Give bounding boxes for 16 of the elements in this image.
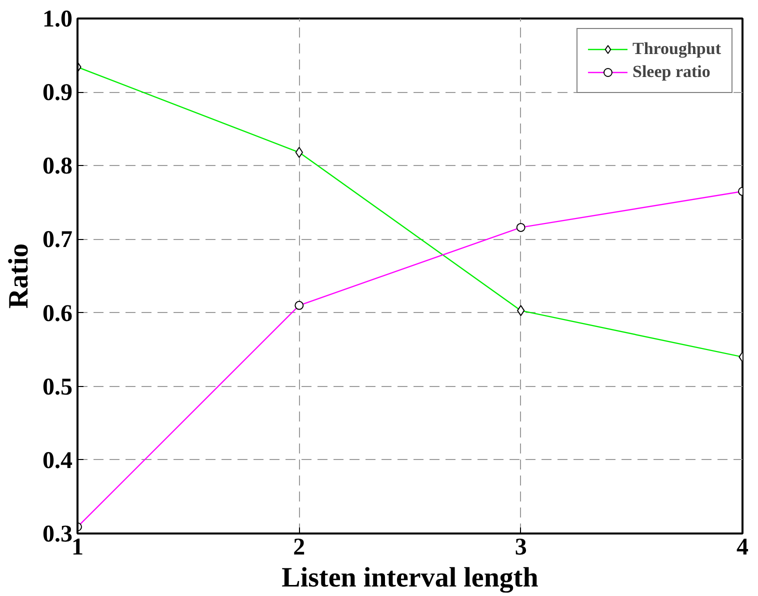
legend-label: Throughput — [632, 39, 721, 59]
x-tick-label: 2 — [293, 534, 306, 560]
y-tick-label: 0.3 — [42, 522, 72, 548]
y-tick-label: 0.9 — [42, 80, 72, 106]
x-tick-label: 3 — [514, 534, 527, 560]
x-tick-label: 4 — [736, 534, 748, 560]
y-tick-label: 0.7 — [42, 227, 72, 254]
y-tick-label: 0.8 — [42, 154, 72, 180]
legend-label: Sleep ratio — [632, 62, 710, 82]
y-tick-label: 0.4 — [42, 448, 72, 474]
y-axis-title: Ratio — [4, 243, 34, 309]
x-axis-title: Listen interval length — [282, 562, 539, 594]
y-tick-label: 0.6 — [42, 300, 72, 327]
y-tick-label: 0.5 — [42, 374, 72, 400]
x-tick-label: 1 — [72, 534, 84, 560]
y-tick-label: 1.0 — [42, 6, 72, 32]
